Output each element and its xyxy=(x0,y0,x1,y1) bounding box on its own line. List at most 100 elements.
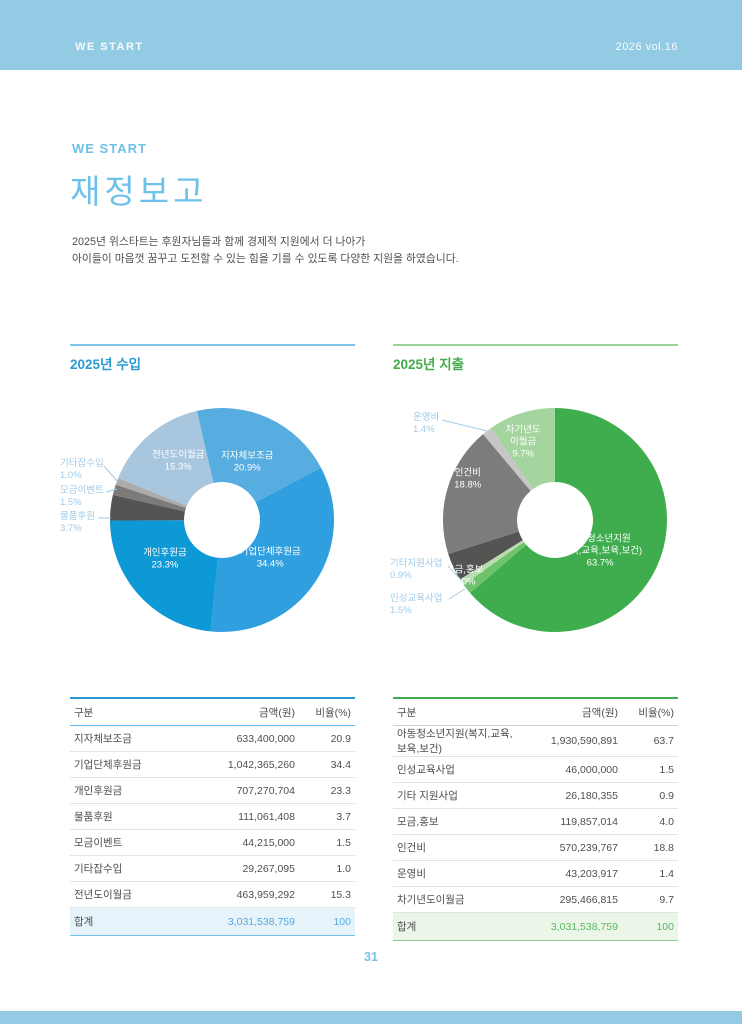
column-header: 금액(원) xyxy=(513,697,624,726)
expense-donut-chart: 아동청소년지원 (복지,교육,보육,보건) 63.7% 인성교육사업 1.5% 기타지원사… xyxy=(390,408,667,632)
pie-slice xyxy=(460,540,524,585)
eyebrow-brand: WE START xyxy=(72,141,147,156)
slice-label: 기업단체후원금 34.4% xyxy=(240,545,301,569)
amount-cell: 707,270,704 xyxy=(190,777,301,804)
table-row: 기타 지원사업 26,180,355 0.9 xyxy=(393,782,678,809)
expense-section-rule xyxy=(393,344,678,346)
intro-line-2: 아이들이 마음껏 꿈꾸고 도전할 수 있는 힘을 기를 수 있도록 다양한 지원… xyxy=(72,253,459,265)
row-label: 지자체보조금 xyxy=(70,725,190,752)
table-row: 지자체보조금 633,400,000 20.9 xyxy=(70,725,355,752)
row-label: 차기년도이월금 xyxy=(393,886,513,913)
table-row: 전년도이월금 463,959,292 15.3 xyxy=(70,881,355,908)
percent-cell: 63.7 xyxy=(624,725,678,757)
percent-cell: 18.8 xyxy=(624,834,678,861)
column-header: 비율(%) xyxy=(624,697,678,726)
table-row: 모금이벤트 44,215,000 1.5 xyxy=(70,829,355,856)
percent-cell: 1.5 xyxy=(301,829,355,856)
slice-label: 모금,홍보 4.0% xyxy=(446,563,484,587)
callout-leader-line xyxy=(105,488,118,493)
amount-cell: 3,031,538,759 xyxy=(513,912,624,941)
amount-cell: 295,466,815 xyxy=(513,886,624,913)
row-label: 합계 xyxy=(70,907,190,936)
income-table-body: 지자체보조금 633,400,000 20.9 기업단체후원금 1,042,365,26… xyxy=(70,725,355,936)
row-label: 운영비 xyxy=(393,860,513,887)
amount-cell: 111,061,408 xyxy=(190,803,301,830)
row-label: 아동청소년지원(복지,교육,보육,보건) xyxy=(393,725,513,757)
slice-label: 지자체보조금 20.9% xyxy=(221,450,274,473)
pie-slice xyxy=(196,408,322,503)
pie-slice xyxy=(118,410,214,506)
table-row: 차기년도이월금 295,466,815 9.7 xyxy=(393,886,678,913)
amount-cell: 119,857,014 xyxy=(513,808,624,835)
income-table-head: 구분 금액(원) 비율(%) xyxy=(70,697,355,726)
percent-cell: 1.0 xyxy=(301,855,355,882)
table-row: 아동청소년지원(복지,교육,보육,보건) 1,930,590,891 63.7 xyxy=(393,725,678,757)
row-label: 물품후원 xyxy=(70,803,190,830)
slice-label: 전년도이월금 15.3% xyxy=(152,448,205,472)
table-row: 모금,홍보 119,857,014 4.0 xyxy=(393,808,678,835)
slice-callout-label: 인성교육사업 1.5% xyxy=(390,592,442,616)
row-label: 인건비 xyxy=(393,834,513,861)
slice-callout-label: 모금이벤트 1.5% xyxy=(60,485,104,508)
row-label: 기타 지원사업 xyxy=(393,782,513,809)
expense-table-body: 아동청소년지원(복지,교육,보육,보건) 1,930,590,891 63.7 인성교… xyxy=(393,725,678,941)
percent-cell: 23.3 xyxy=(301,777,355,804)
table-row: 기업단체후원금 1,042,365,260 34.4 xyxy=(70,751,355,778)
amount-cell: 1,042,365,260 xyxy=(190,751,301,778)
slice-callout-label: 운영비 1.4% xyxy=(413,412,439,435)
amount-cell: 43,203,917 xyxy=(513,860,624,887)
slice-callout-label: 물품후원 3.7% xyxy=(60,511,95,534)
column-header: 금액(원) xyxy=(190,697,301,726)
slice-label: 아동청소년지원 (복지,교육,보육,보건) 63.7% xyxy=(558,533,642,568)
row-label: 모금이벤트 xyxy=(70,829,190,856)
percent-cell: 100 xyxy=(301,907,355,936)
amount-cell: 26,180,355 xyxy=(513,782,624,809)
amount-cell: 44,215,000 xyxy=(190,829,301,856)
callout-leader-line xyxy=(448,588,466,600)
pie-slice xyxy=(470,408,667,632)
page-title: 재정보고 xyxy=(70,173,208,210)
page-number: 31 xyxy=(364,950,378,964)
row-label: 개인후원금 xyxy=(70,777,190,804)
percent-cell: 34.4 xyxy=(301,751,355,778)
pie-slice xyxy=(112,484,186,512)
percent-cell: 9.7 xyxy=(624,886,678,913)
pie-slice xyxy=(490,408,555,489)
slice-callout-label: 기타지원사업 0.9% xyxy=(390,557,442,581)
pie-slice xyxy=(110,494,185,521)
pie-slice xyxy=(443,434,531,554)
row-label: 전년도이월금 xyxy=(70,881,190,908)
percent-cell: 1.5 xyxy=(624,756,678,783)
income-table: 구분 금액(원) 비율(%) 지자체보조금 633,400,000 20.9 기업단체후원… xyxy=(70,697,355,936)
table-row: 기타잡수입 29,267,095 1.0 xyxy=(70,855,355,882)
amount-cell: 463,959,292 xyxy=(190,881,301,908)
slice-label: 개인후원금 23.3% xyxy=(143,548,187,571)
percent-cell: 20.9 xyxy=(301,725,355,752)
amount-cell: 570,239,767 xyxy=(513,834,624,861)
pie-slice xyxy=(448,531,523,580)
percent-cell: 15.3 xyxy=(301,881,355,908)
column-header: 구분 xyxy=(393,697,513,726)
callout-leader-line xyxy=(441,419,488,432)
percent-cell: 3.7 xyxy=(301,803,355,830)
intro-line-1: 2025년 위스타트는 후원자님들과 함께 경제적 지원에서 더 나아가 xyxy=(72,236,366,248)
expense-table: 구분 금액(원) 비율(%) 아동청소년지원(복지,교육,보육,보건) 1,930,5… xyxy=(393,697,678,941)
slice-callout-label: 기타잡수입 1.0% xyxy=(60,457,104,481)
pie-slice xyxy=(115,478,187,509)
column-header: 구분 xyxy=(70,697,190,726)
callout-leader-line xyxy=(447,565,462,581)
percent-cell: 4.0 xyxy=(624,808,678,835)
pie-slice xyxy=(463,541,527,594)
amount-cell: 29,267,095 xyxy=(190,855,301,882)
percent-cell: 100 xyxy=(624,912,678,941)
column-header: 비율(%) xyxy=(301,697,355,726)
pie-slice xyxy=(110,520,219,632)
amount-cell: 3,031,538,759 xyxy=(190,907,301,936)
amount-cell: 46,000,000 xyxy=(513,756,624,783)
table-row: 인성교육사업 46,000,000 1.5 xyxy=(393,756,678,783)
income-section-title: 2025년 수입 xyxy=(70,357,142,372)
callout-leader-line xyxy=(103,465,119,483)
amount-cell: 1,930,590,891 xyxy=(513,725,624,757)
row-label: 기타잡수입 xyxy=(70,855,190,882)
